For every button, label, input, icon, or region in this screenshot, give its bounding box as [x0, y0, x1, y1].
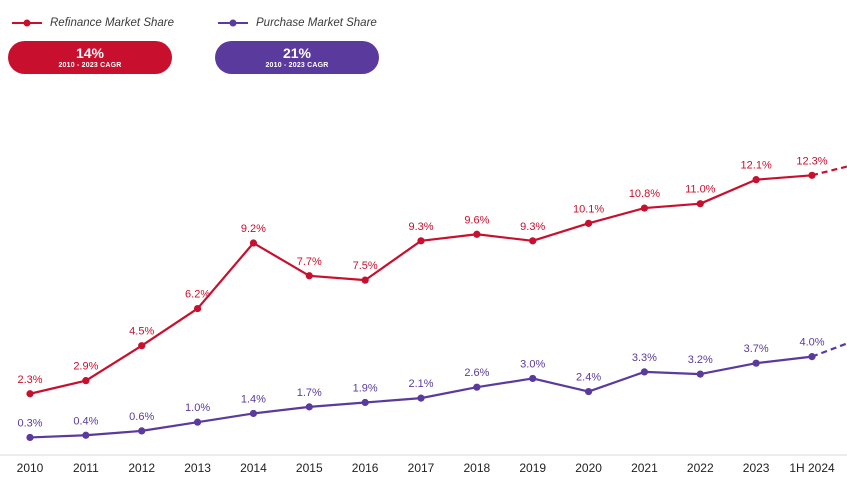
- refinance-data-label: 12.3%: [796, 155, 827, 167]
- refinance-data-label: 11.0%: [685, 184, 716, 196]
- refinance-cagr-caption: 2010 - 2023 CAGR: [58, 62, 122, 69]
- purchase-point: [26, 433, 34, 442]
- purchase-data-label: 2.4%: [576, 372, 601, 384]
- refinance-point: [82, 377, 90, 385]
- refinance-data-label: 2.3%: [17, 374, 42, 386]
- purchase-point: [808, 353, 816, 361]
- x-tick-label: 2021: [631, 461, 658, 475]
- purchase-cagr-caption: 2010 - 2023 CAGR: [265, 62, 329, 69]
- purchase-point: [361, 398, 369, 407]
- x-tick-label: 2023: [743, 461, 770, 475]
- refinance-data-label: 12.1%: [741, 160, 772, 172]
- refinance-point: [640, 204, 649, 212]
- purchase-data-label: 4.0%: [799, 337, 824, 349]
- refinance-point: [808, 171, 816, 179]
- x-tick-label: 2020: [575, 461, 602, 475]
- purchase-point: [138, 427, 146, 435]
- purchase-point: [752, 359, 760, 367]
- refinance-cagr-value: 14%: [75, 45, 105, 61]
- x-tick-label: 2015: [296, 461, 323, 475]
- refinance-point: [249, 239, 258, 247]
- purchase-point: [417, 394, 425, 402]
- legend-purchase-label: Purchase Market Share: [256, 17, 377, 29]
- refinance-data-label: 10.8%: [629, 188, 660, 200]
- purchase-data-label: 1.7%: [297, 387, 322, 399]
- x-tick-label: 2011: [73, 461, 99, 475]
- legend-purchase-marker: [218, 19, 248, 27]
- x-tick-label: 1H 2024: [789, 461, 835, 475]
- refinance-data-label: 9.3%: [520, 221, 545, 233]
- refinance-point: [473, 230, 481, 238]
- legend-refinance-marker: [12, 19, 42, 27]
- refinance-point: [361, 276, 369, 284]
- refinance-cagr-badge: 14% 2010 - 2023 CAGR: [8, 41, 172, 74]
- x-tick-label: 2022: [687, 461, 714, 475]
- purchase-point: [305, 403, 313, 411]
- purchase-data-label: 2.6%: [464, 367, 489, 379]
- refinance-point: [529, 237, 537, 245]
- legend-refinance: Refinance Market Share: [12, 14, 174, 32]
- purchase-point: [473, 383, 481, 391]
- x-tick-label: 2017: [408, 461, 435, 475]
- x-tick-label: 2019: [519, 461, 546, 475]
- purchase-data-label: 0.6%: [129, 411, 154, 423]
- x-tick-label: 2013: [184, 461, 211, 475]
- purchase-data-label: 1.4%: [241, 393, 266, 405]
- purchase-point: [696, 370, 704, 378]
- legend-purchase: Purchase Market Share: [218, 14, 377, 32]
- refinance-point: [305, 272, 313, 280]
- refinance-data-label: 9.6%: [464, 214, 489, 226]
- x-tick-label: 2018: [464, 461, 491, 475]
- purchase-point: [193, 418, 202, 426]
- refinance-point: [138, 342, 146, 350]
- refinance-data-label: 7.7%: [297, 256, 322, 268]
- purchase-trend-dashed-line: [811, 342, 847, 358]
- refinance-point: [193, 304, 202, 313]
- purchase-data-label: 0.3%: [17, 417, 42, 429]
- refinance-data-label: 10.1%: [573, 203, 604, 215]
- refinance-point: [696, 200, 704, 208]
- purchase-point: [249, 409, 258, 418]
- purchase-point: [529, 374, 537, 383]
- purchase-data-label: 3.3%: [632, 352, 657, 364]
- refinance-data-label: 9.2%: [241, 223, 266, 235]
- refinance-data-label: 2.9%: [73, 361, 98, 373]
- refinance-point: [26, 390, 34, 398]
- purchase-data-label: 3.0%: [520, 358, 545, 370]
- refinance-point: [417, 237, 425, 245]
- purchase-data-label: 0.4%: [73, 415, 98, 427]
- refinance-point: [752, 176, 760, 184]
- purchase-data-label: 1.0%: [185, 402, 210, 414]
- purchase-point: [640, 368, 649, 376]
- x-tick-label: 2012: [128, 461, 155, 475]
- purchase-data-label: 3.2%: [688, 354, 713, 366]
- purchase-cagr-badge: 21% 2010 - 2023 CAGR: [215, 41, 379, 74]
- purchase-data-label: 3.7%: [744, 343, 769, 355]
- purchase-point: [584, 387, 593, 396]
- refinance-data-label: 9.3%: [408, 221, 433, 233]
- purchase-data-label: 1.9%: [353, 382, 378, 394]
- refinance-point: [584, 219, 593, 227]
- x-tick-label: 2010: [17, 461, 44, 475]
- purchase-data-label: 2.1%: [408, 378, 433, 390]
- purchase-point: [82, 431, 90, 439]
- x-tick-label: 2016: [352, 461, 379, 475]
- legend-refinance-label: Refinance Market Share: [50, 17, 175, 29]
- refinance-data-label: 6.2%: [185, 289, 210, 301]
- x-tick-label: 2014: [240, 461, 267, 475]
- refinance-data-label: 7.5%: [353, 260, 378, 272]
- refinance-trend-dashed-line: [811, 165, 847, 177]
- refinance-data-label: 4.5%: [129, 326, 154, 338]
- purchase-cagr-value: 21%: [282, 45, 312, 61]
